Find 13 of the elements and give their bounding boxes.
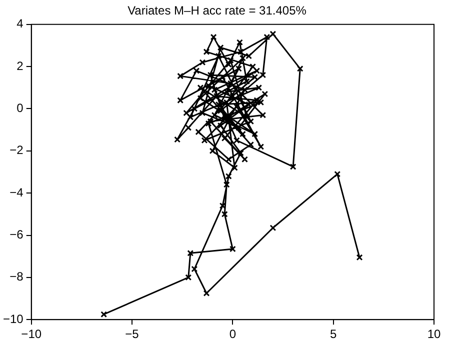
y-tick-label: −8 <box>10 270 24 284</box>
y-tick-label: −2 <box>10 143 24 158</box>
y-tick-label: 4 <box>16 16 24 31</box>
y-tick-label: −6 <box>10 228 24 242</box>
x-tick-label: 0 <box>229 327 236 342</box>
y-tick-label: −4 <box>10 185 24 200</box>
chart-title: Variates M–H acc rate = 31.405% <box>128 4 307 18</box>
x-tick-label: 5 <box>330 327 337 342</box>
y-tick-label: 0 <box>16 101 24 116</box>
x-tick-label: −5 <box>125 327 140 342</box>
x-tick-label: 10 <box>427 327 441 342</box>
y-tick-label: −10 <box>2 312 24 326</box>
y-tick-label: 2 <box>16 58 24 73</box>
